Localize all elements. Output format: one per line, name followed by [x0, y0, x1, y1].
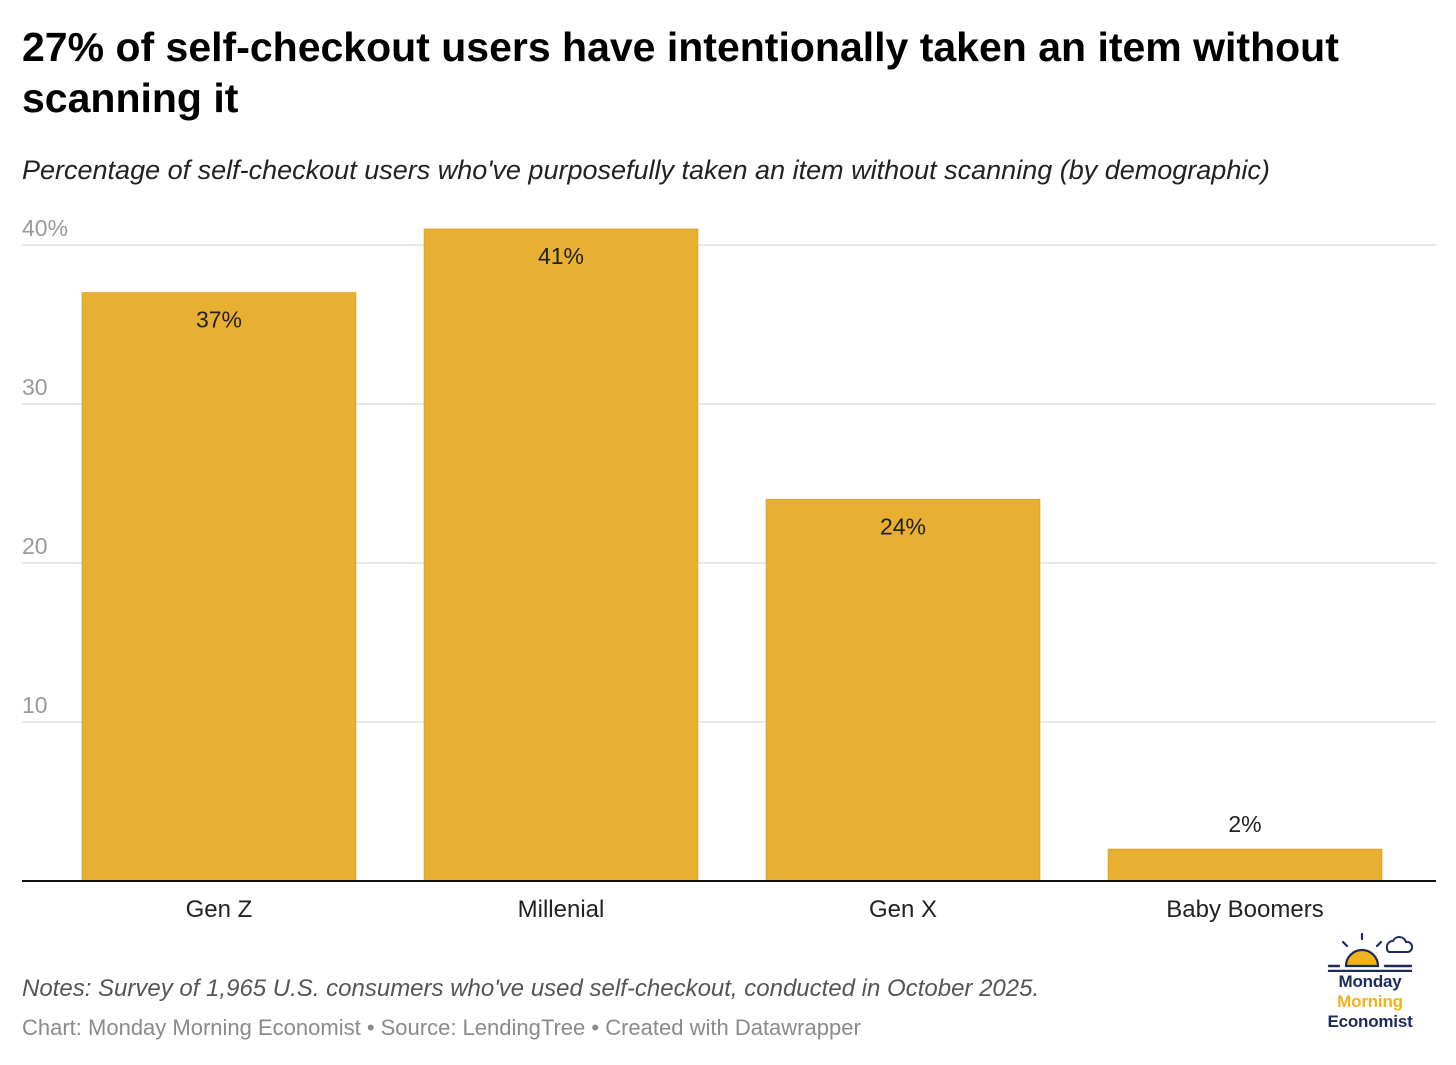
x-tick-label: Gen Z — [186, 896, 253, 923]
logo-word-economist: Economist — [1327, 1012, 1413, 1031]
chart-notes: Notes: Survey of 1,965 U.S. consumers wh… — [22, 975, 1040, 1002]
bar-gen-z — [81, 292, 357, 882]
data-labels: 37% 41% 24% 2% — [196, 243, 1262, 837]
y-tick-label: 40% — [22, 215, 68, 241]
data-label: 37% — [196, 307, 242, 333]
sunrise-icon — [1327, 932, 1414, 972]
chart-title: 27% of self-checkout users have intentio… — [22, 24, 1339, 121]
x-tick-label: Gen X — [869, 896, 937, 923]
logo-word-monday: Monday — [1338, 972, 1402, 991]
y-axis-ticks: 10 20 30 40% — [22, 215, 68, 718]
bar-baby-boomers — [1107, 848, 1383, 882]
x-axis-ticks: Gen Z Millenial Gen X Baby Boomers — [186, 896, 1324, 923]
y-tick-label: 10 — [22, 692, 48, 718]
data-label: 2% — [1228, 811, 1261, 837]
bar-gen-x — [765, 498, 1041, 882]
data-label: 41% — [538, 243, 584, 269]
x-tick-label: Millenial — [518, 896, 605, 923]
monday-morning-economist-logo: Monday Morning Economist — [1310, 930, 1430, 1050]
data-label: 24% — [880, 513, 926, 539]
y-tick-label: 30 — [22, 374, 48, 400]
bar-millenial — [423, 228, 699, 882]
y-tick-label: 20 — [22, 533, 48, 559]
logo-word-morning: Morning — [1337, 992, 1403, 1011]
bars — [81, 228, 1383, 882]
x-tick-label: Baby Boomers — [1166, 896, 1323, 923]
chart-credits: Chart: Monday Morning Economist • Source… — [22, 1015, 861, 1040]
chart-subtitle: Percentage of self-checkout users who've… — [22, 155, 1270, 185]
